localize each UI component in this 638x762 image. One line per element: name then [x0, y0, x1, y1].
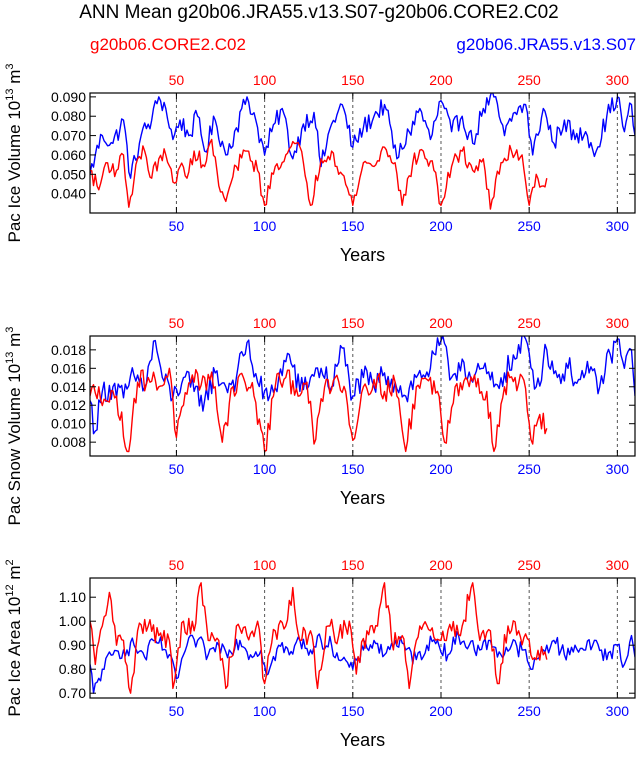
- top-x-tick-label: 200: [429, 315, 453, 331]
- top-x-tick-label: 250: [517, 315, 541, 331]
- x-tick-label: 250: [517, 461, 541, 477]
- top-x-tick-label: 50: [169, 557, 185, 573]
- x-tick-label: 100: [253, 218, 277, 234]
- y-tick-label: 0.050: [51, 166, 86, 182]
- top-x-tick-label: 250: [517, 557, 541, 573]
- top-x-tick-label: 150: [341, 315, 365, 331]
- panel-ice-area: 0.70 0.80 0.90 1.00 1.10 50 100 150 200 250 300 50 1…: [4, 557, 636, 750]
- panel-snow-volume: 0.008 0.010 0.012 0.014 0.016 0.018 50 100 150 20…: [4, 315, 636, 526]
- plot-frame: [89, 577, 636, 699]
- x-tick-label: 200: [429, 461, 453, 477]
- y-tick-label: 0.090: [51, 89, 86, 105]
- top-x-tick-label: 200: [429, 72, 453, 88]
- top-x-tick-label: 300: [606, 557, 630, 573]
- x-tick-label: 150: [341, 461, 365, 477]
- y-axis-label: Pac Ice Area 1012 m2: [4, 559, 24, 716]
- y-tick-label: 1.10: [59, 589, 86, 605]
- x-tick-label: 50: [169, 218, 185, 234]
- series-line-core2: [90, 138, 548, 210]
- y-tick-label: 0.040: [51, 186, 86, 202]
- x-tick-label: 250: [517, 218, 541, 234]
- y-axis-label: Pac Ice Volume 1013 m3: [4, 63, 24, 242]
- top-x-tick-label: 100: [253, 557, 277, 573]
- x-tick-label: 200: [429, 703, 453, 719]
- series-line-jra: [90, 336, 635, 435]
- x-tick-label: 200: [429, 218, 453, 234]
- legend-label-jra: g20b06.JRA55.v13.S07: [456, 35, 636, 54]
- y-tick-label: 0.018: [51, 342, 86, 358]
- top-x-tick-label: 150: [341, 72, 365, 88]
- plot-frame: [89, 335, 636, 457]
- top-x-tick-label: 100: [253, 315, 277, 331]
- x-tick-label: 150: [341, 218, 365, 234]
- panel-ice-volume: 0.040 0.050 0.060 0.070 0.080 0.090 50 100 150 20…: [4, 63, 636, 265]
- top-x-tick-label: 150: [341, 557, 365, 573]
- top-x-tick-label: 300: [606, 315, 630, 331]
- x-tick-label: 300: [606, 218, 630, 234]
- series-line-core2: [90, 582, 548, 694]
- y-tick-label: 0.016: [51, 360, 86, 376]
- x-axis-label: Years: [340, 730, 385, 750]
- series-line-core2: [90, 367, 548, 453]
- y-tick-label: 0.080: [51, 108, 86, 124]
- y-tick-label: 0.060: [51, 147, 86, 163]
- x-axis-label: Years: [340, 245, 385, 265]
- x-tick-label: 150: [341, 703, 365, 719]
- legend-label-core2: g20b06.CORE2.C02: [90, 35, 246, 54]
- y-tick-label: 0.80: [59, 661, 86, 677]
- x-tick-label: 100: [253, 703, 277, 719]
- y-tick-label: 0.70: [59, 685, 86, 701]
- y-tick-label: 1.00: [59, 613, 86, 629]
- x-tick-label: 300: [606, 703, 630, 719]
- x-tick-label: 50: [169, 461, 185, 477]
- plot-frame: [89, 92, 636, 214]
- x-tick-label: 250: [517, 703, 541, 719]
- x-tick-label: 100: [253, 461, 277, 477]
- chart-title: ANN Mean g20b06.JRA55.v13.S07-g20b06.COR…: [79, 2, 559, 23]
- y-tick-label: 0.070: [51, 128, 86, 144]
- y-tick-label: 0.90: [59, 637, 86, 653]
- top-x-tick-label: 50: [169, 72, 185, 88]
- top-x-tick-label: 300: [606, 72, 630, 88]
- top-x-tick-label: 200: [429, 557, 453, 573]
- x-tick-label: 50: [169, 703, 185, 719]
- y-tick-label: 0.010: [51, 416, 86, 432]
- y-tick-label: 0.014: [51, 379, 86, 395]
- series-line-jra: [90, 93, 635, 179]
- series-line-jra: [90, 631, 635, 694]
- top-x-tick-label: 100: [253, 72, 277, 88]
- y-axis-label: Pac Snow Volume 1013 m3: [4, 327, 24, 526]
- top-x-tick-label: 250: [517, 72, 541, 88]
- x-axis-label: Years: [340, 488, 385, 508]
- top-x-tick-label: 50: [169, 315, 185, 331]
- y-tick-label: 0.012: [51, 397, 86, 413]
- y-tick-label: 0.008: [51, 434, 86, 450]
- x-tick-label: 300: [606, 461, 630, 477]
